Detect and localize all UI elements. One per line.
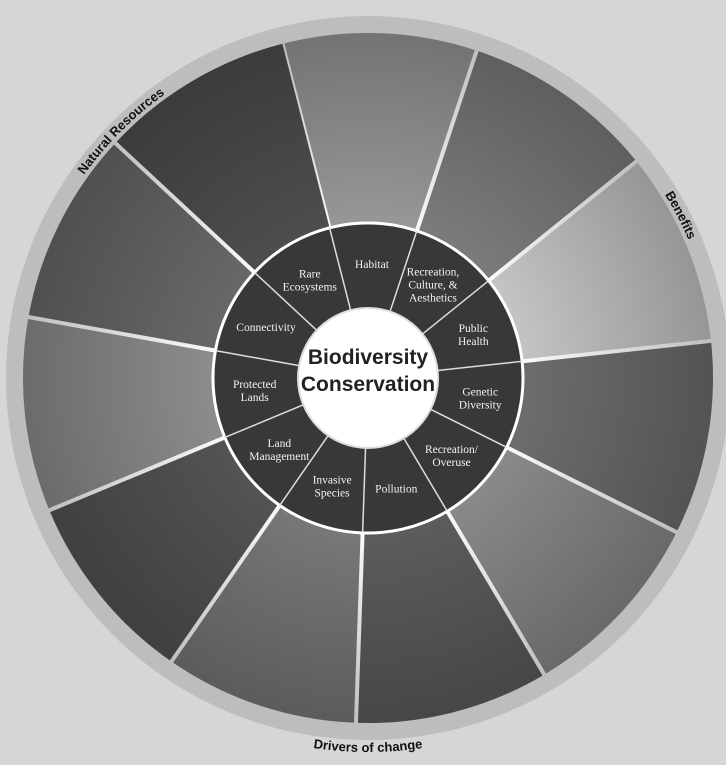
segment-label: Culture, & (408, 279, 457, 291)
segment-label: Ecosystems (283, 282, 338, 294)
segment-label: Aesthetics (409, 292, 457, 304)
center-title-line: Biodiversity (308, 346, 429, 369)
segment-label: Rare (299, 269, 321, 281)
segment-label: Public (459, 323, 488, 335)
segment-label: Management (249, 451, 310, 463)
segment-label: Connectivity (236, 322, 296, 334)
segment-label: Diversity (459, 400, 502, 412)
segment-label: Genetic (462, 387, 498, 399)
segment-label: Land (267, 438, 291, 450)
biodiversity-wheel: Habitat Recreation,Culture, &Aesthetics Pu… (0, 0, 726, 765)
segment-label: Protected (233, 379, 277, 391)
segment-label: Recreation/ (425, 444, 479, 456)
segment-label: Lands (241, 392, 270, 404)
center-title-line: Conservation (301, 373, 435, 396)
segment-label: Invasive (313, 475, 352, 487)
segment-label: Overuse (432, 457, 470, 469)
segment-label: Habitat (355, 259, 390, 271)
segment-label: Species (315, 488, 351, 500)
segment-label: Health (458, 336, 489, 348)
segment-label: Pollution (375, 483, 417, 495)
segment-label: Recreation, (407, 266, 460, 278)
